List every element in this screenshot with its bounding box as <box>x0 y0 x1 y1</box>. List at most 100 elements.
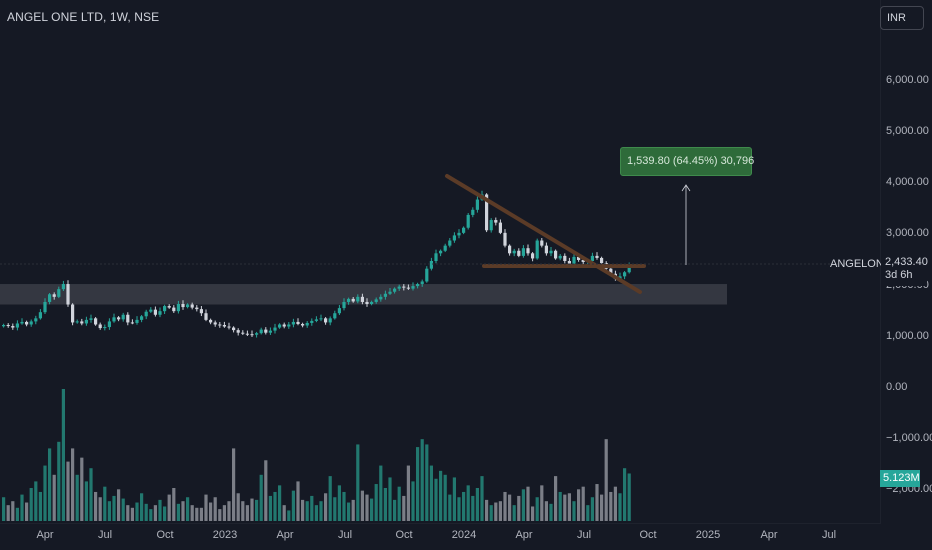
candle-body <box>351 298 355 302</box>
volume-bar <box>181 501 185 521</box>
volume-bar <box>158 499 162 521</box>
candle-body <box>443 245 447 251</box>
candle-body <box>540 240 544 246</box>
candle-body <box>218 324 222 326</box>
time-tick-label: Jul <box>337 529 353 541</box>
volume-bar <box>581 486 585 521</box>
volume-bar <box>365 494 369 521</box>
volume-bar <box>75 474 79 521</box>
volume-bar <box>107 501 111 521</box>
volume-bar <box>48 448 52 521</box>
candle-body <box>84 319 88 324</box>
candle-body <box>172 307 176 312</box>
volume-bar <box>379 465 383 521</box>
volume-bar <box>448 494 452 521</box>
candle-body <box>535 240 539 259</box>
volume-bar <box>563 494 567 521</box>
volume-bar <box>356 444 360 521</box>
volume-bar <box>232 448 236 521</box>
volume-bar <box>52 474 56 521</box>
volume-bar <box>186 497 190 521</box>
volume-bar <box>84 481 88 521</box>
time-tick-label: Jul <box>97 529 113 541</box>
last-price-tag: 2,433.40 3d 6h <box>881 254 928 286</box>
candle-body <box>236 330 240 333</box>
candle-body <box>57 289 61 297</box>
candle-body <box>107 321 111 328</box>
volume-bar <box>241 501 245 521</box>
volume-bar <box>434 478 438 521</box>
candle-body <box>130 322 134 324</box>
volume-bar <box>195 507 199 521</box>
volume-bar <box>163 506 167 521</box>
candle-body <box>34 318 38 322</box>
volume-bar <box>342 491 346 521</box>
volume-bar <box>328 476 332 521</box>
candle-body <box>273 327 277 331</box>
volume-bar <box>406 465 410 521</box>
candle-body <box>121 314 125 320</box>
candle-body <box>209 319 213 323</box>
candle-body <box>278 324 282 328</box>
volume-bar <box>117 489 121 521</box>
volume-bar <box>393 499 397 521</box>
candle-body <box>94 318 98 325</box>
candle-body <box>287 324 291 327</box>
volume-bar <box>388 477 392 521</box>
volume-bar <box>190 505 194 521</box>
volume-bar <box>310 495 314 521</box>
candle-body <box>328 318 332 323</box>
volume-bar <box>383 488 387 521</box>
candle-body <box>291 321 295 325</box>
support-zone <box>0 284 727 305</box>
candle-body <box>365 301 369 305</box>
volume-bar <box>457 497 461 521</box>
candle-body <box>71 304 75 323</box>
volume-bar <box>604 439 608 521</box>
volume-bar <box>586 505 590 521</box>
volume-bar <box>80 457 84 521</box>
volume-bar <box>264 460 268 521</box>
volume-bar <box>11 501 15 521</box>
candle-body <box>186 304 190 308</box>
candle-body <box>296 321 300 324</box>
candle-body <box>227 326 231 328</box>
volume-bar <box>360 490 364 521</box>
volume-bar <box>89 468 93 521</box>
volume-bar <box>43 465 47 521</box>
candle-body <box>126 314 130 323</box>
last-price-value: 2,433.40 <box>885 256 928 268</box>
candle-body <box>342 301 346 309</box>
volume-bar <box>613 486 617 521</box>
volume-bar <box>374 484 378 521</box>
candle-body <box>457 232 461 236</box>
candle-body <box>512 250 516 254</box>
price-tick-label: 1,000.00 <box>886 329 929 342</box>
candle-body <box>425 268 429 282</box>
volume-bar <box>558 491 562 521</box>
chart-plot-area[interactable] <box>0 0 880 524</box>
volume-tag: 5.123M <box>880 470 920 487</box>
candle-body <box>181 304 185 308</box>
currency-button[interactable]: INR <box>880 6 924 30</box>
candle-body <box>508 245 512 254</box>
volume-bar <box>296 481 300 521</box>
trendline-resistance <box>445 174 642 294</box>
candle-body <box>75 321 79 323</box>
volume-bar <box>94 491 98 521</box>
time-tick-label: Jul <box>576 529 592 541</box>
candle-body <box>144 311 148 317</box>
candle-body <box>627 264 631 273</box>
volume-bar <box>301 499 305 521</box>
volume-bar <box>420 439 424 521</box>
time-tick-label: 2024 <box>451 529 477 541</box>
candle-body <box>429 261 433 269</box>
volume-bar <box>213 497 217 521</box>
price-tick-label: 0.00 <box>886 381 908 393</box>
volume-bar <box>577 489 581 521</box>
candle-body <box>498 222 502 233</box>
volume-bar <box>172 488 176 521</box>
candle-body <box>222 325 226 327</box>
volume-bar <box>595 484 599 521</box>
